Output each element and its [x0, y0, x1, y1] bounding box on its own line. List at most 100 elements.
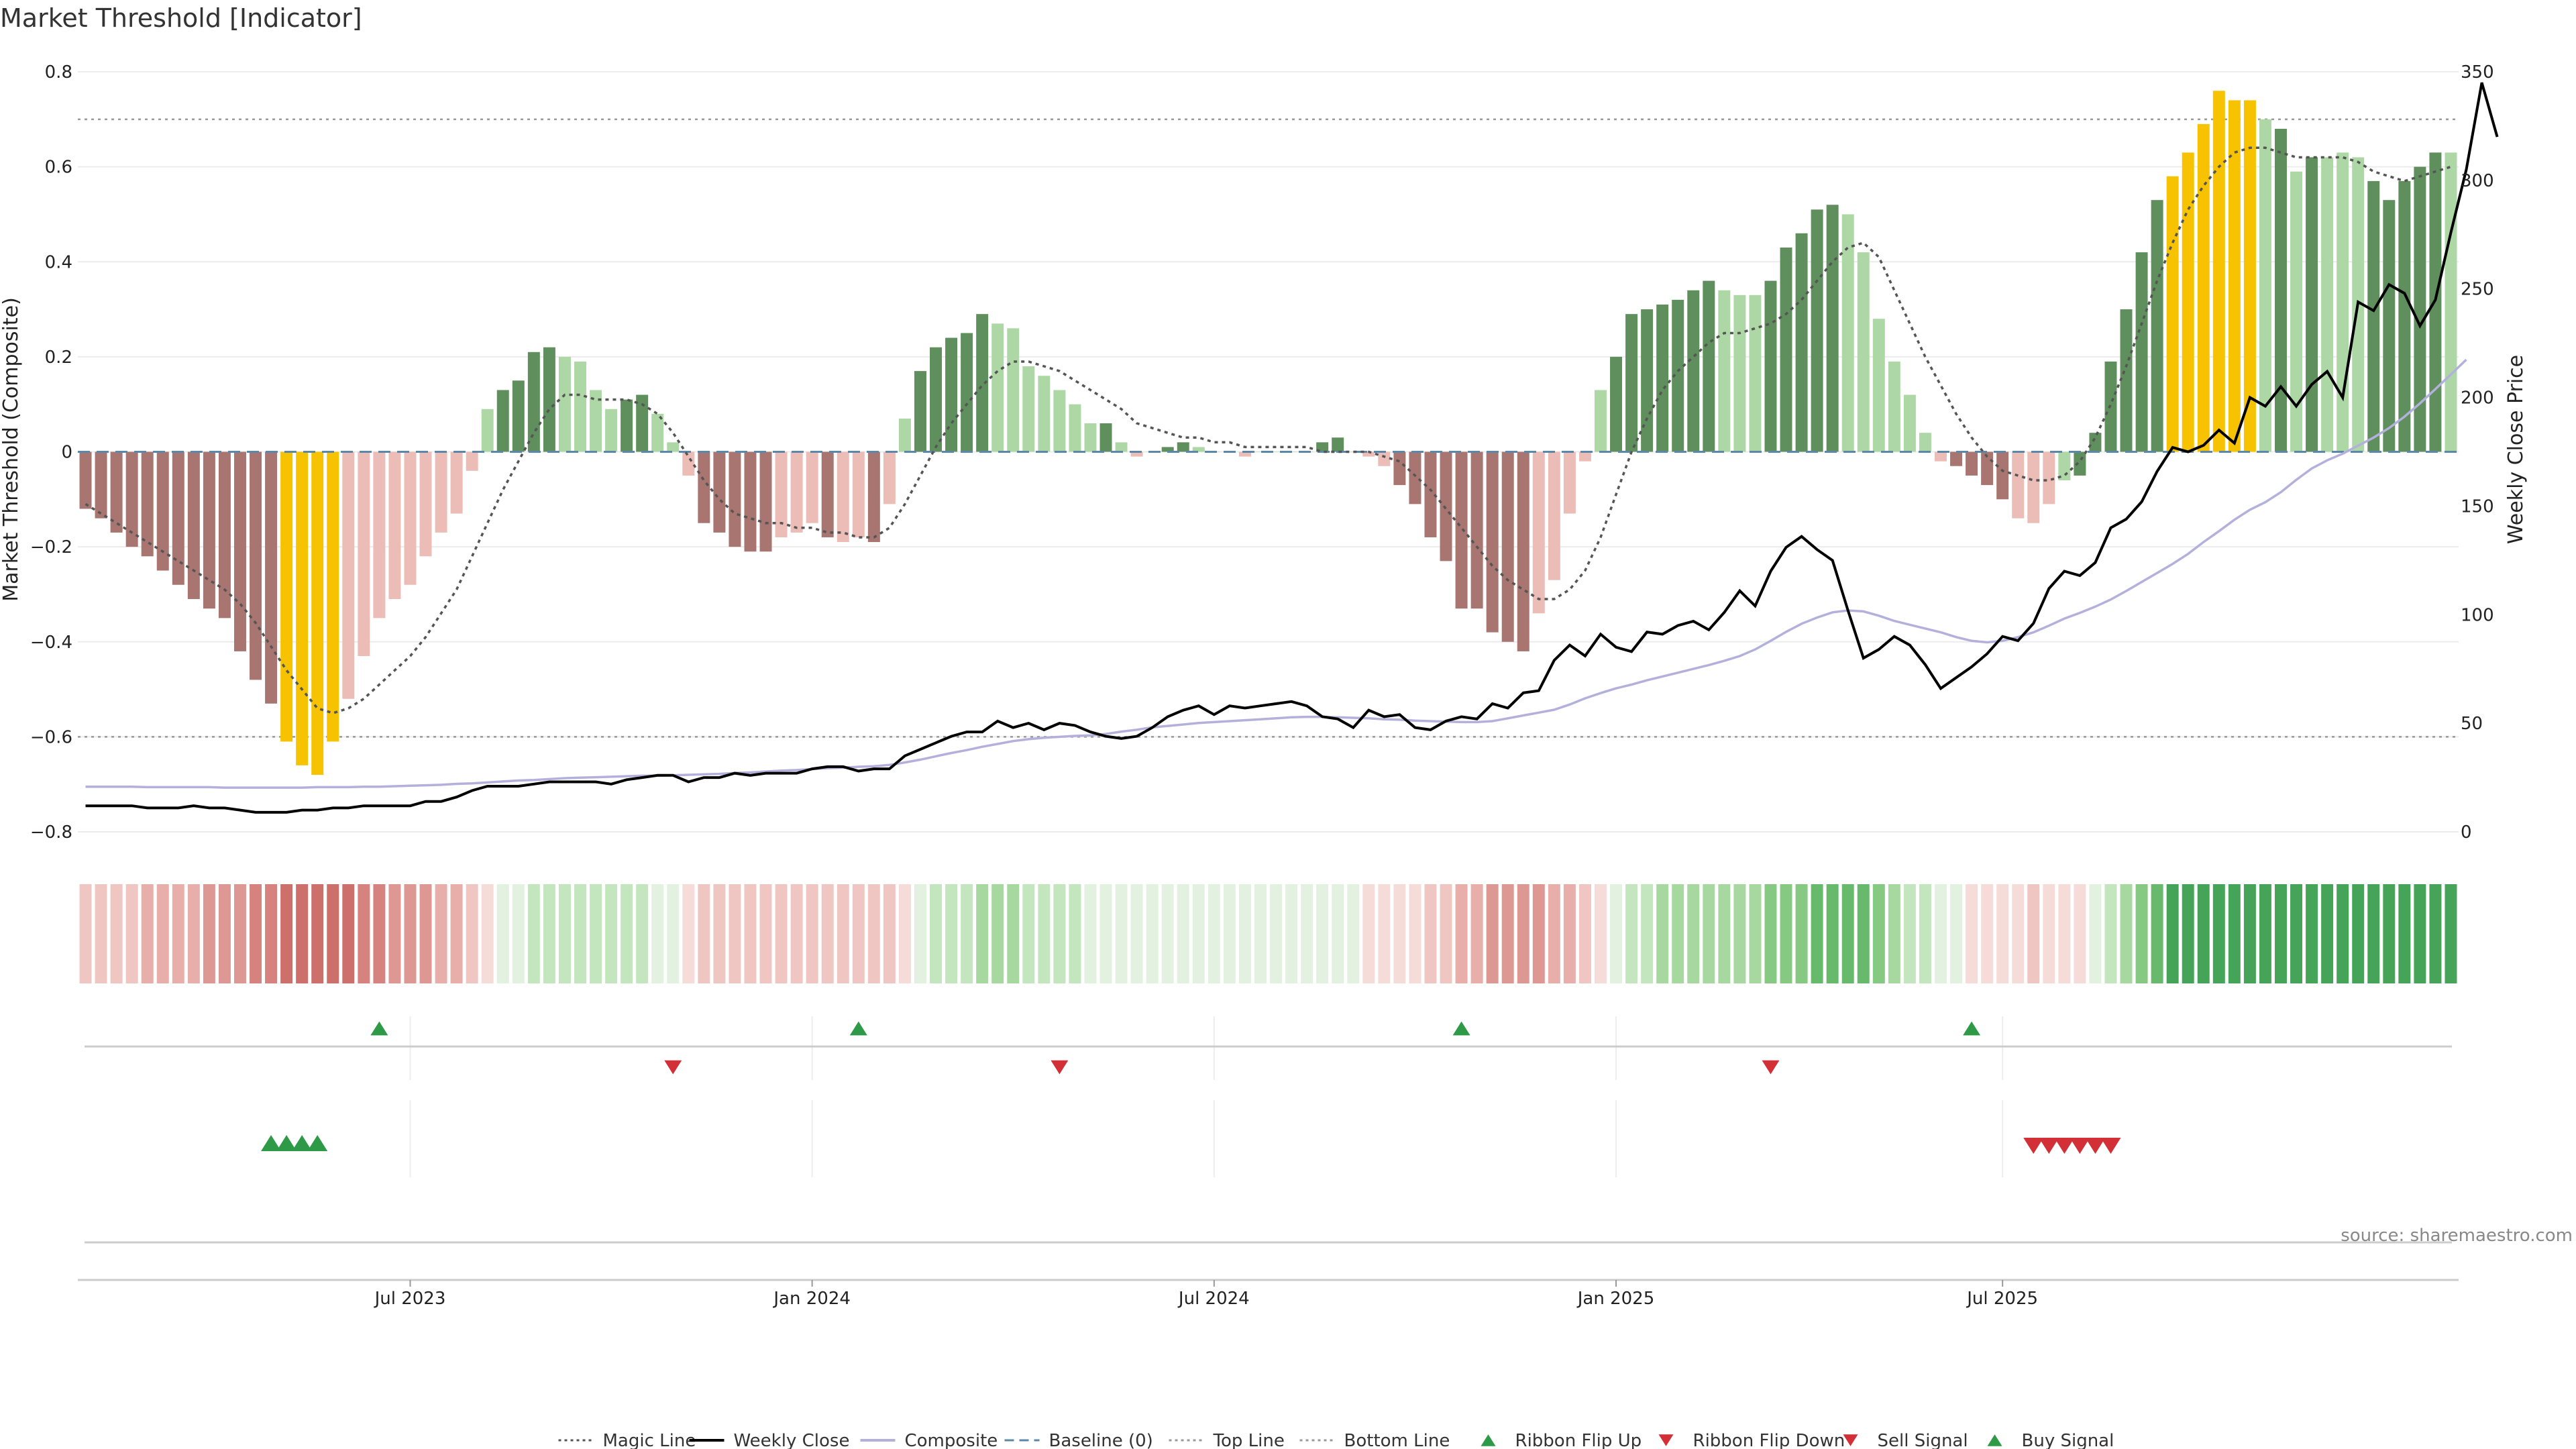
ribbon-cell	[543, 884, 555, 983]
ribbon-cell	[1208, 884, 1220, 983]
ribbon-cell	[1501, 884, 1514, 983]
legend-label: Composite	[905, 1431, 998, 1449]
composite-bar	[1919, 433, 1931, 452]
right-axis-title: Weekly Close Price	[2504, 355, 2528, 544]
composite-bar	[930, 347, 943, 452]
composite-bar	[1424, 451, 1437, 537]
composite-bar	[1409, 451, 1421, 504]
ribbon-cell	[373, 884, 386, 983]
ribbon-cell	[466, 884, 478, 983]
right-tick-label: 0	[2461, 822, 2472, 843]
legend-item: Baseline (0)	[1004, 1431, 1153, 1449]
composite-bar	[1656, 304, 1669, 452]
sell-signal-marker	[2100, 1138, 2121, 1154]
legend-label: Weekly Close	[734, 1431, 850, 1449]
ribbon-cell	[867, 884, 880, 983]
ribbon-cell	[1332, 884, 1344, 983]
x-tick-label: Jan 2024	[772, 1289, 851, 1309]
composite-bar	[1532, 451, 1545, 614]
ribbon-cell	[1826, 884, 1839, 983]
composite-bar	[2120, 309, 2133, 452]
left-tick-label: −0.8	[30, 822, 72, 843]
ribbon-cell	[2228, 884, 2241, 983]
chart-title: Market Threshold [Indicator]	[0, 3, 362, 33]
composite-bar	[1780, 248, 1792, 452]
composite-bar	[775, 451, 788, 537]
composite-bar	[976, 314, 989, 452]
ribbon-cell	[2321, 884, 2334, 983]
ribbon-cell	[1115, 884, 1128, 983]
composite-bar	[2089, 433, 2102, 452]
ribbon-cell	[172, 884, 184, 983]
composite-bar	[543, 347, 555, 452]
ribbon-cell	[605, 884, 618, 983]
composite-bar	[342, 451, 355, 699]
composite-bar	[419, 451, 432, 557]
ribbon-cell	[1486, 884, 1499, 983]
ribbon-cell	[1610, 884, 1623, 983]
ribbon-flip-up-marker	[370, 1021, 388, 1036]
composite-bar	[2182, 152, 2194, 452]
ribbon-cell	[435, 884, 447, 983]
left-tick-label: 0.2	[45, 347, 72, 368]
ribbon-cell	[1594, 884, 1607, 983]
ribbon-cell	[1223, 884, 1236, 983]
composite-bar	[2212, 91, 2225, 452]
ribbon-cell	[311, 884, 324, 983]
composite-bar	[1733, 294, 1746, 452]
composite-bars	[79, 91, 2457, 775]
ribbon-cell	[1099, 884, 1112, 983]
composite-bar	[1749, 294, 1762, 452]
ribbon-cell	[187, 884, 200, 983]
ribbon-cell	[852, 884, 865, 983]
composite-bar	[1069, 404, 1081, 452]
legend-item: Ribbon Flip Up	[1481, 1431, 1642, 1449]
composite-bar	[2043, 451, 2055, 504]
legend-triangle-down-icon	[1658, 1434, 1674, 1446]
ribbon-cell	[1455, 884, 1468, 983]
composite-bar	[2027, 451, 2040, 523]
ribbon-cell	[2089, 884, 2102, 983]
composite-bar	[2228, 100, 2241, 452]
ribbon-cell	[2027, 884, 2040, 983]
legend-item: Ribbon Flip Down	[1658, 1431, 1845, 1449]
ribbon-cell	[512, 884, 525, 983]
ribbon-flip-down-marker	[1762, 1060, 1780, 1075]
composite-bar	[2197, 123, 2210, 452]
ribbon-cell	[1270, 884, 1283, 983]
composite-bar	[1641, 309, 1654, 452]
ribbon-cell	[1177, 884, 1189, 983]
ribbon-cell	[1301, 884, 1313, 983]
composite-bar	[435, 451, 447, 533]
ribbon-cell	[1007, 884, 1020, 983]
composite-bar	[1378, 451, 1391, 466]
composite-bar	[125, 451, 138, 547]
ribbon-cell	[558, 884, 571, 983]
ribbon-cell	[2151, 884, 2163, 983]
composite-bar	[605, 409, 618, 452]
ribbon-cell	[1563, 884, 1576, 983]
ribbon-cell	[574, 884, 586, 983]
ribbon-cell	[976, 884, 989, 983]
legend-item: Top Line	[1169, 1431, 1285, 1449]
composite-bar	[1347, 451, 1360, 452]
composite-bar	[1578, 451, 1591, 462]
composite-bar	[2166, 176, 2179, 452]
buy-signal-marker	[261, 1135, 282, 1151]
right-tick-label: 100	[2461, 605, 2494, 625]
ribbon-cell	[759, 884, 772, 983]
ribbon-cell	[327, 884, 339, 983]
ribbon-cell	[930, 884, 943, 983]
ribbon-cell	[1038, 884, 1051, 983]
ribbon-flip-up-marker	[849, 1021, 867, 1036]
ribbon-cell	[1254, 884, 1267, 983]
ribbon-cell	[2337, 884, 2349, 983]
composite-bar	[1393, 451, 1406, 486]
ribbon-cell	[1981, 884, 1994, 983]
ribbon-cell	[280, 884, 293, 983]
sell-signal-marker	[2085, 1138, 2106, 1154]
ribbon-flip-up-marker	[1963, 1021, 1981, 1036]
composite-bar	[1254, 451, 1267, 452]
composite-bar	[1996, 451, 2009, 500]
ribbon-cell	[2135, 884, 2148, 983]
